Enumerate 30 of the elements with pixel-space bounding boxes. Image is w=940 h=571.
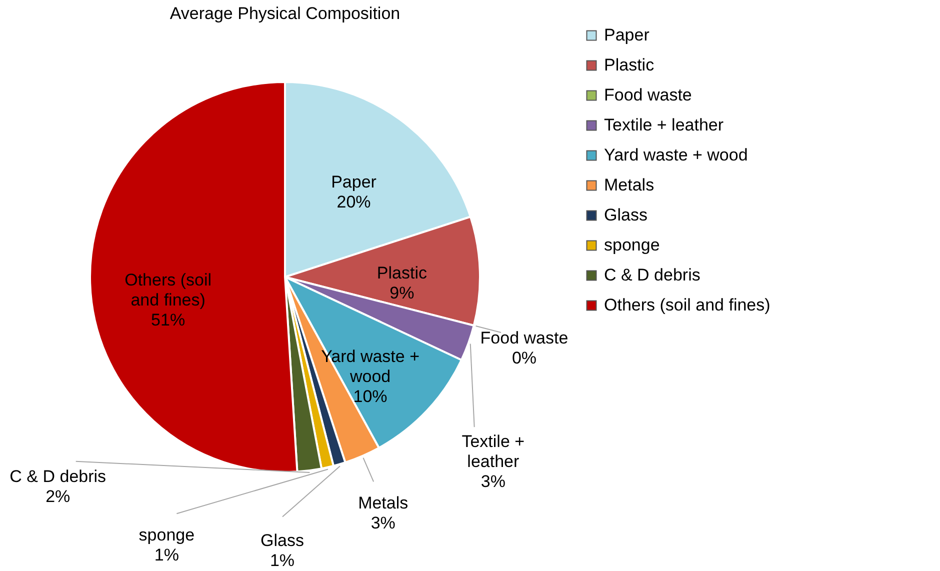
slice-label: Plastic [376, 263, 428, 282]
legend-label: Food waste [604, 86, 692, 104]
legend-label: Paper [604, 26, 650, 44]
data-label: 20% [336, 192, 371, 212]
text: 0% [512, 348, 537, 368]
category-label: Food waste [480, 328, 568, 348]
data-label: 1% [270, 550, 295, 570]
legend-label: C & D debris [604, 266, 700, 284]
data-label: 9% [390, 283, 414, 302]
legend-label: Yard waste + wood [604, 146, 748, 164]
data-label: 3% [480, 472, 506, 491]
chart-title: Average Physical Composition [170, 4, 400, 23]
slice-label: Others (soil and fines) [124, 270, 212, 310]
legend-label: Metals [604, 176, 654, 194]
legend-label: Others (soil and fines) [604, 296, 770, 314]
slice-label: Glass [260, 530, 304, 550]
slice-label: Metals [358, 494, 408, 513]
legend-label: Glass [604, 206, 648, 224]
slice-label: Textile + leather [462, 432, 525, 471]
legend-label: sponge [604, 236, 660, 254]
legend-label: Plastic [604, 56, 655, 74]
legend-label: Textile + leather [604, 116, 724, 134]
slice-label: sponge [138, 525, 195, 544]
data-label: 51% [151, 310, 186, 330]
data-label: 2% [46, 487, 70, 506]
slice-label: C & D debris [10, 467, 106, 486]
data-label: 10% [353, 387, 388, 406]
data-label: 3% [370, 514, 396, 533]
data-label: 1% [154, 545, 179, 564]
slice-label: Paper [331, 172, 377, 192]
